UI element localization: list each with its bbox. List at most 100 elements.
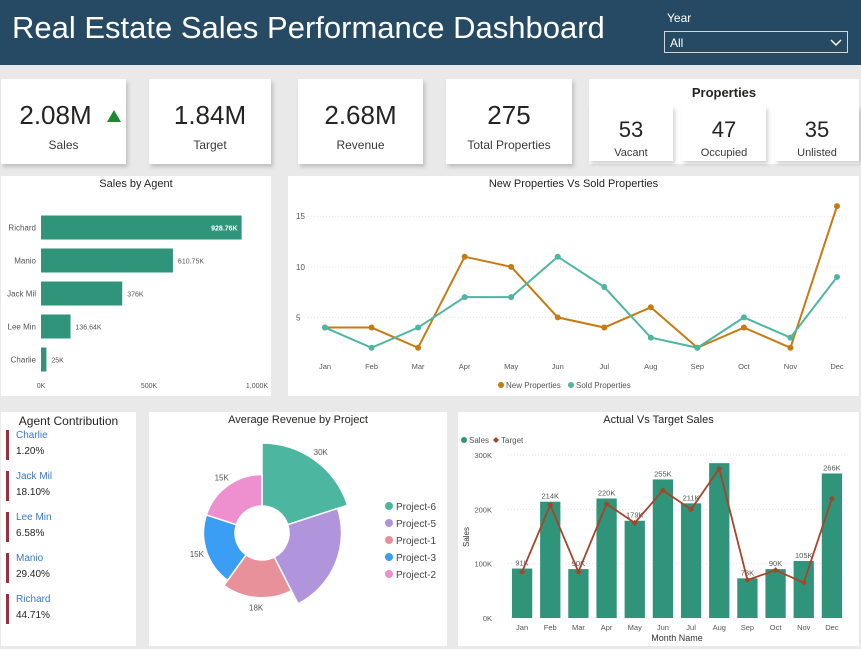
x-tick-label: Apr — [459, 362, 471, 371]
agent-data-label: 25K — [51, 358, 64, 365]
agent-marker — [6, 512, 9, 542]
y-tick-label: 100K — [474, 560, 492, 569]
data-point — [787, 334, 794, 341]
x-tick-label: Dec — [830, 362, 844, 371]
sales-bar — [624, 520, 645, 618]
x-tick-label: May — [504, 362, 518, 371]
x-tick-label: Feb — [544, 623, 557, 632]
target-point — [659, 487, 666, 494]
sales-by-agent-chart: Richard 928.76K Manio 610.75K Jack Mil 376K Le… — [7, 215, 268, 390]
kpi-revenue-label: Revenue — [336, 138, 385, 152]
series-line — [325, 205, 838, 350]
sales-bar — [568, 569, 589, 618]
bar-data-label: 220K — [598, 488, 616, 497]
x-tick-label: Feb — [365, 362, 378, 371]
slice-data-label: 18K — [249, 604, 264, 613]
legend-marker — [385, 502, 393, 510]
agent-name[interactable]: Jack Mil — [16, 471, 53, 482]
kpi-card-sales: 2.08M Sales — [1, 79, 126, 164]
target-point — [575, 568, 582, 575]
bar-data-label: 179K — [626, 511, 644, 520]
year-dropdown[interactable]: All — [664, 31, 848, 53]
agent-marker — [6, 471, 9, 501]
legend-label: Project-6 — [396, 502, 436, 513]
y-tick-label: 15 — [296, 212, 305, 221]
agent-pct: 18.10% — [16, 487, 50, 498]
x-tick-label: Nov — [784, 362, 798, 371]
legend-marker — [493, 437, 499, 443]
agent-name[interactable]: Richard — [16, 594, 51, 605]
x-tick-label: 500K — [141, 383, 158, 390]
x-tick-label: Jun — [657, 623, 669, 632]
chart-title-new-vs-sold: New Properties Vs Sold Properties — [488, 178, 659, 190]
agent-name[interactable]: Manio — [16, 553, 44, 564]
legend-marker — [498, 382, 504, 388]
agent-pct: 1.20% — [16, 446, 45, 457]
pie-slice — [205, 473, 263, 526]
property-unlisted-value: 35 — [804, 117, 830, 142]
target-point — [631, 519, 638, 526]
data-point — [647, 334, 654, 341]
x-tick-label: Aug — [644, 362, 657, 371]
kpi-target-value: 1.84M — [173, 100, 247, 130]
agent-category-label: Lee Min — [8, 323, 36, 332]
legend-label: Project-5 — [396, 519, 436, 530]
x-tick-label: Sep — [741, 623, 754, 632]
sales-bar — [709, 463, 730, 618]
year-dropdown-value: All — [670, 36, 684, 50]
data-point — [461, 253, 468, 260]
bar-data-label: 90K — [769, 559, 782, 568]
x-tick-label: 0K — [37, 383, 46, 390]
avg-revenue-chart: 30K 18K 15K 15K Project-6 Project-5 Project-1 P… — [190, 442, 436, 613]
legend-label: New Properties — [506, 381, 561, 390]
legend-label: Sales — [469, 436, 489, 445]
kpi-revenue-value: 2.68M — [324, 100, 397, 130]
agent-contribution-title: Agent Contribution — [18, 414, 119, 428]
x-tick-label: Mar — [572, 623, 585, 632]
bar-data-label: 90K — [572, 559, 585, 568]
pie-slice — [222, 553, 293, 599]
property-unlisted: 35 Unlisted — [775, 106, 859, 161]
kpi-total-properties-label: Total Properties — [467, 138, 551, 152]
chart-title-avg-revenue: Average Revenue by Project — [228, 414, 368, 426]
x-tick-label: Apr — [601, 623, 613, 632]
trend-up-icon — [107, 110, 121, 122]
sales-bar — [511, 568, 533, 618]
bar-data-label: 214K — [541, 492, 559, 501]
target-point — [828, 495, 835, 502]
agent-marker — [6, 430, 9, 460]
data-point — [415, 324, 422, 331]
x-tick-label: Jan — [516, 623, 528, 632]
data-point — [415, 344, 422, 351]
target-point — [603, 500, 610, 507]
agent-bar — [41, 281, 123, 306]
bar-data-label: 266K — [823, 463, 841, 472]
y-tick-label: 0K — [483, 614, 492, 623]
data-point — [647, 304, 654, 311]
bar-data-label: 105K — [795, 551, 813, 560]
new-vs-sold-chart: 5 10 15 Jan Feb Mar Apr May Jun Jul Aug Sep Oct Nov De… — [296, 203, 848, 390]
agent-bar — [41, 215, 242, 240]
property-vacant: 53 Vacant — [589, 106, 673, 161]
target-point — [688, 506, 695, 513]
agent-contribution-card: Agent Contribution Charlie 1.20% Jack Mi… — [1, 412, 136, 646]
slice-data-label: 30K — [314, 448, 329, 457]
header-bar — [0, 0, 861, 65]
actual-vs-target-card: Actual Vs Target Sales 0K 100K 200K 300K Sal… — [458, 412, 859, 646]
agent-name[interactable]: Lee Min — [16, 512, 52, 523]
data-point — [322, 324, 328, 331]
properties-title: Properties — [691, 85, 757, 100]
agent-bar — [41, 314, 71, 339]
kpi-card-revenue: 2.68M Revenue — [298, 79, 423, 164]
property-vacant-value: 53 — [618, 117, 644, 142]
sales-bar — [793, 560, 814, 618]
agent-category-label: Charlie — [11, 356, 37, 365]
agent-category-label: Richard — [8, 224, 36, 233]
sales-bar — [540, 501, 561, 618]
agent-marker — [6, 553, 9, 583]
agent-bar — [41, 347, 47, 372]
y-tick-label: 300K — [474, 451, 492, 460]
agent-name[interactable]: Charlie — [16, 430, 48, 441]
agent-pct: 29.40% — [16, 569, 50, 580]
data-point — [834, 203, 840, 210]
